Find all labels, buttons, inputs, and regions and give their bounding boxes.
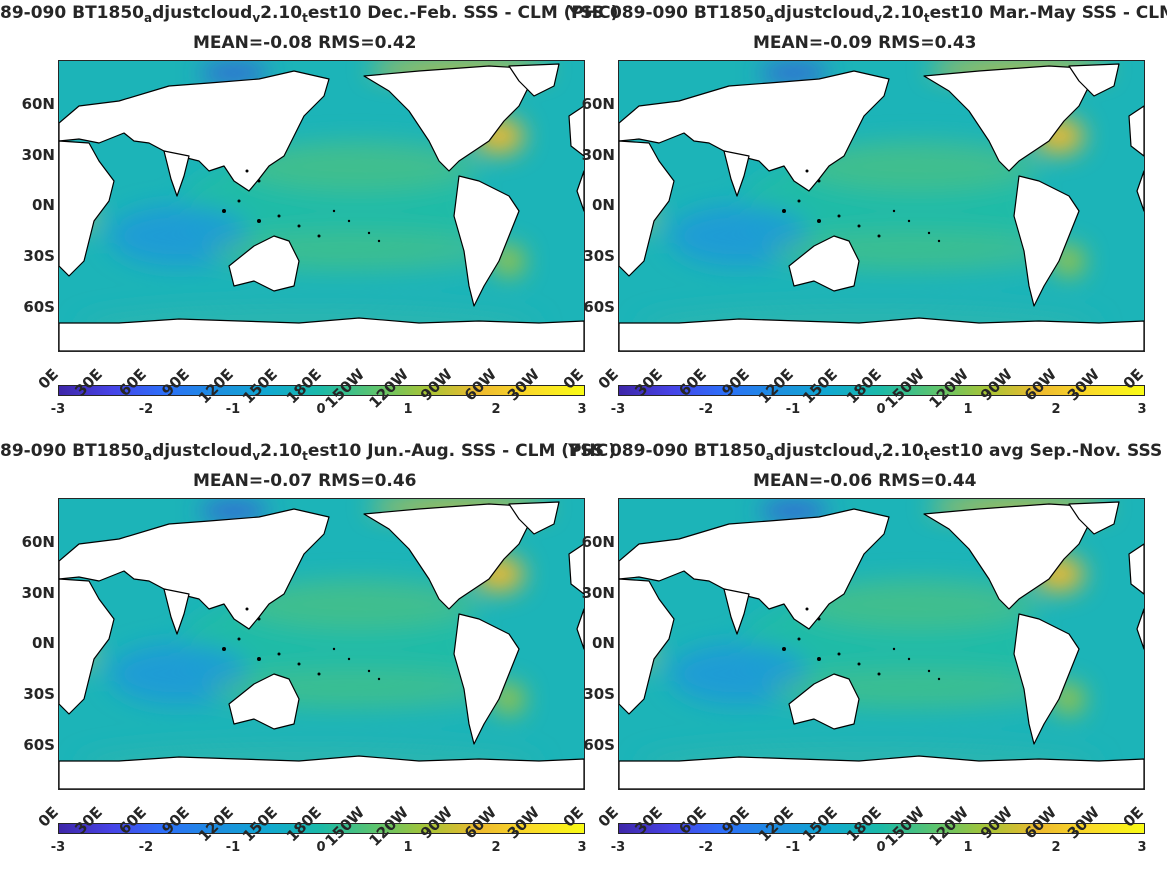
lat-label: 60N	[21, 95, 55, 113]
lat-label: 30S	[23, 247, 55, 265]
colorbar-tick: -1	[225, 402, 241, 417]
lat-label: 60N	[21, 533, 55, 551]
colorbar-tick: -1	[785, 402, 801, 417]
map-area	[58, 60, 585, 352]
colorbar-tick: 3	[577, 402, 587, 417]
colorbar-tick: 3	[1137, 840, 1147, 855]
colorbar-tick: -1	[785, 840, 801, 855]
sss-map	[59, 61, 584, 351]
lat-label: 0N	[32, 196, 55, 214]
colorbar-tick: 0	[876, 402, 886, 417]
map-area	[618, 498, 1145, 790]
lat-label: 60S	[23, 298, 55, 316]
lat-label: 0N	[592, 196, 615, 214]
lat-label: 0N	[592, 634, 615, 652]
colorbar-tick: 1	[963, 840, 973, 855]
colorbar-tick: -2	[138, 402, 154, 417]
colorbar-tick: 1	[963, 402, 973, 417]
lat-label: 60N	[581, 533, 615, 551]
lat-label: 0N	[32, 634, 55, 652]
lat-label: 30N	[21, 584, 55, 602]
colorbar-tick: -3	[50, 402, 66, 417]
panel-title: YSS 089-090 BT1850adjustcloudv2.10test10…	[568, 3, 1167, 25]
panel-stats: MEAN=-0.07 RMS=0.46	[193, 471, 417, 491]
sss-map	[619, 61, 1144, 351]
panel-stats: MEAN=-0.09 RMS=0.43	[753, 33, 977, 53]
panel-son: YSS 089-090 BT1850adjustcloudv2.10test10…	[560, 438, 1167, 875]
colorbar-tick: -3	[610, 840, 626, 855]
colorbar-tick: 2	[491, 840, 501, 855]
colorbar-tick: 3	[577, 840, 587, 855]
colorbar-tick: -2	[698, 840, 714, 855]
lat-label: 30S	[583, 685, 615, 703]
colorbar-tick: -3	[50, 840, 66, 855]
colorbar-tick: 2	[1051, 840, 1061, 855]
panel-title: 89-090 BT1850adjustcloudv2.10test10 Jun.…	[0, 441, 616, 463]
lat-label: 60S	[23, 736, 55, 754]
colorbar	[58, 823, 585, 834]
panel-stats: MEAN=-0.06 RMS=0.44	[753, 471, 977, 491]
lat-label: 30N	[21, 146, 55, 164]
title-overlap: YSS 089-090 BT1	[568, 441, 731, 461]
sss-map	[619, 499, 1144, 789]
lat-label: 30S	[23, 685, 55, 703]
colorbar-tick: 0	[876, 840, 886, 855]
lat-label: 30S	[583, 247, 615, 265]
panel-title: YSS 089-090 BT1850adjustcloudv2.10test10…	[568, 441, 1167, 463]
lat-label: 60S	[583, 736, 615, 754]
lat-label: 60N	[581, 95, 615, 113]
colorbar-tick: 1	[403, 402, 413, 417]
colorbar-tick: -2	[698, 402, 714, 417]
sss-map	[59, 499, 584, 789]
colorbar-tick: 2	[1051, 402, 1061, 417]
panel-mam: YSS 089-090 BT1850adjustcloudv2.10test10…	[560, 0, 1167, 437]
colorbar-tick: 2	[491, 402, 501, 417]
colorbar	[58, 385, 585, 396]
lat-label: 30N	[581, 146, 615, 164]
map-area	[58, 498, 585, 790]
colorbar-tick: 1	[403, 840, 413, 855]
colorbar-tick: -1	[225, 840, 241, 855]
map-area	[618, 60, 1145, 352]
colorbar	[618, 385, 1145, 396]
colorbar-tick: 3	[1137, 402, 1147, 417]
lat-label: 30N	[581, 584, 615, 602]
colorbar-tick: -3	[610, 402, 626, 417]
colorbar	[618, 823, 1145, 834]
colorbar-tick: -2	[138, 840, 154, 855]
colorbar-tick: 0	[316, 402, 326, 417]
lat-label: 60S	[583, 298, 615, 316]
panel-title: 89-090 BT1850adjustcloudv2.10test10 Dec.…	[0, 3, 619, 25]
title-overlap: YSS 089-090 BT1	[568, 3, 731, 23]
panel-stats: MEAN=-0.08 RMS=0.42	[193, 33, 417, 53]
panel-djf: 89-090 BT1850adjustcloudv2.10test10 Dec.…	[0, 0, 618, 437]
panel-jja: 89-090 BT1850adjustcloudv2.10test10 Jun.…	[0, 438, 616, 875]
colorbar-tick: 0	[316, 840, 326, 855]
